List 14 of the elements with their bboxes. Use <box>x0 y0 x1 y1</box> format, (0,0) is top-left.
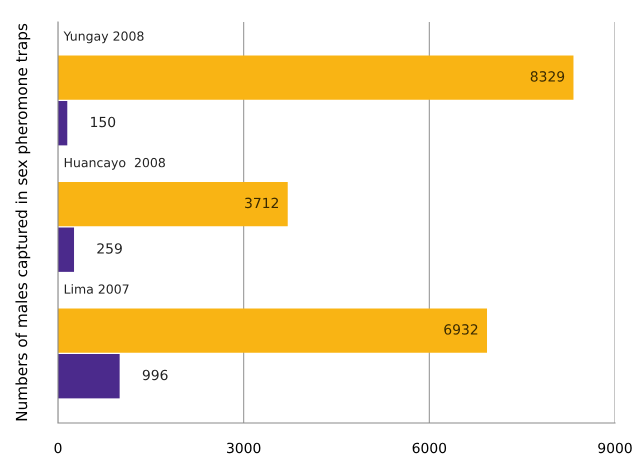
y-tick-label: Yungay 2008 <box>64 31 144 44</box>
x-tick-label: 3000 <box>227 442 260 454</box>
y-axis-title: Numbers of males captured in sex pheromone traps <box>15 24 30 420</box>
data-label: 3712 <box>245 198 278 208</box>
data-label: 8329 <box>530 71 564 82</box>
x-tick-label: 9000 <box>598 442 632 454</box>
y-tick-label: Lima 2007 <box>64 284 129 294</box>
data-label: 6932 <box>444 324 478 335</box>
data-label: 996 <box>142 370 168 380</box>
data-label: 150 <box>91 116 116 128</box>
y-tick-label: Huancayo 2008 <box>64 158 165 170</box>
x-tick-label: 0 <box>54 442 62 454</box>
data-label: 259 <box>97 243 122 254</box>
x-tick-label: 6000 <box>412 442 446 454</box>
